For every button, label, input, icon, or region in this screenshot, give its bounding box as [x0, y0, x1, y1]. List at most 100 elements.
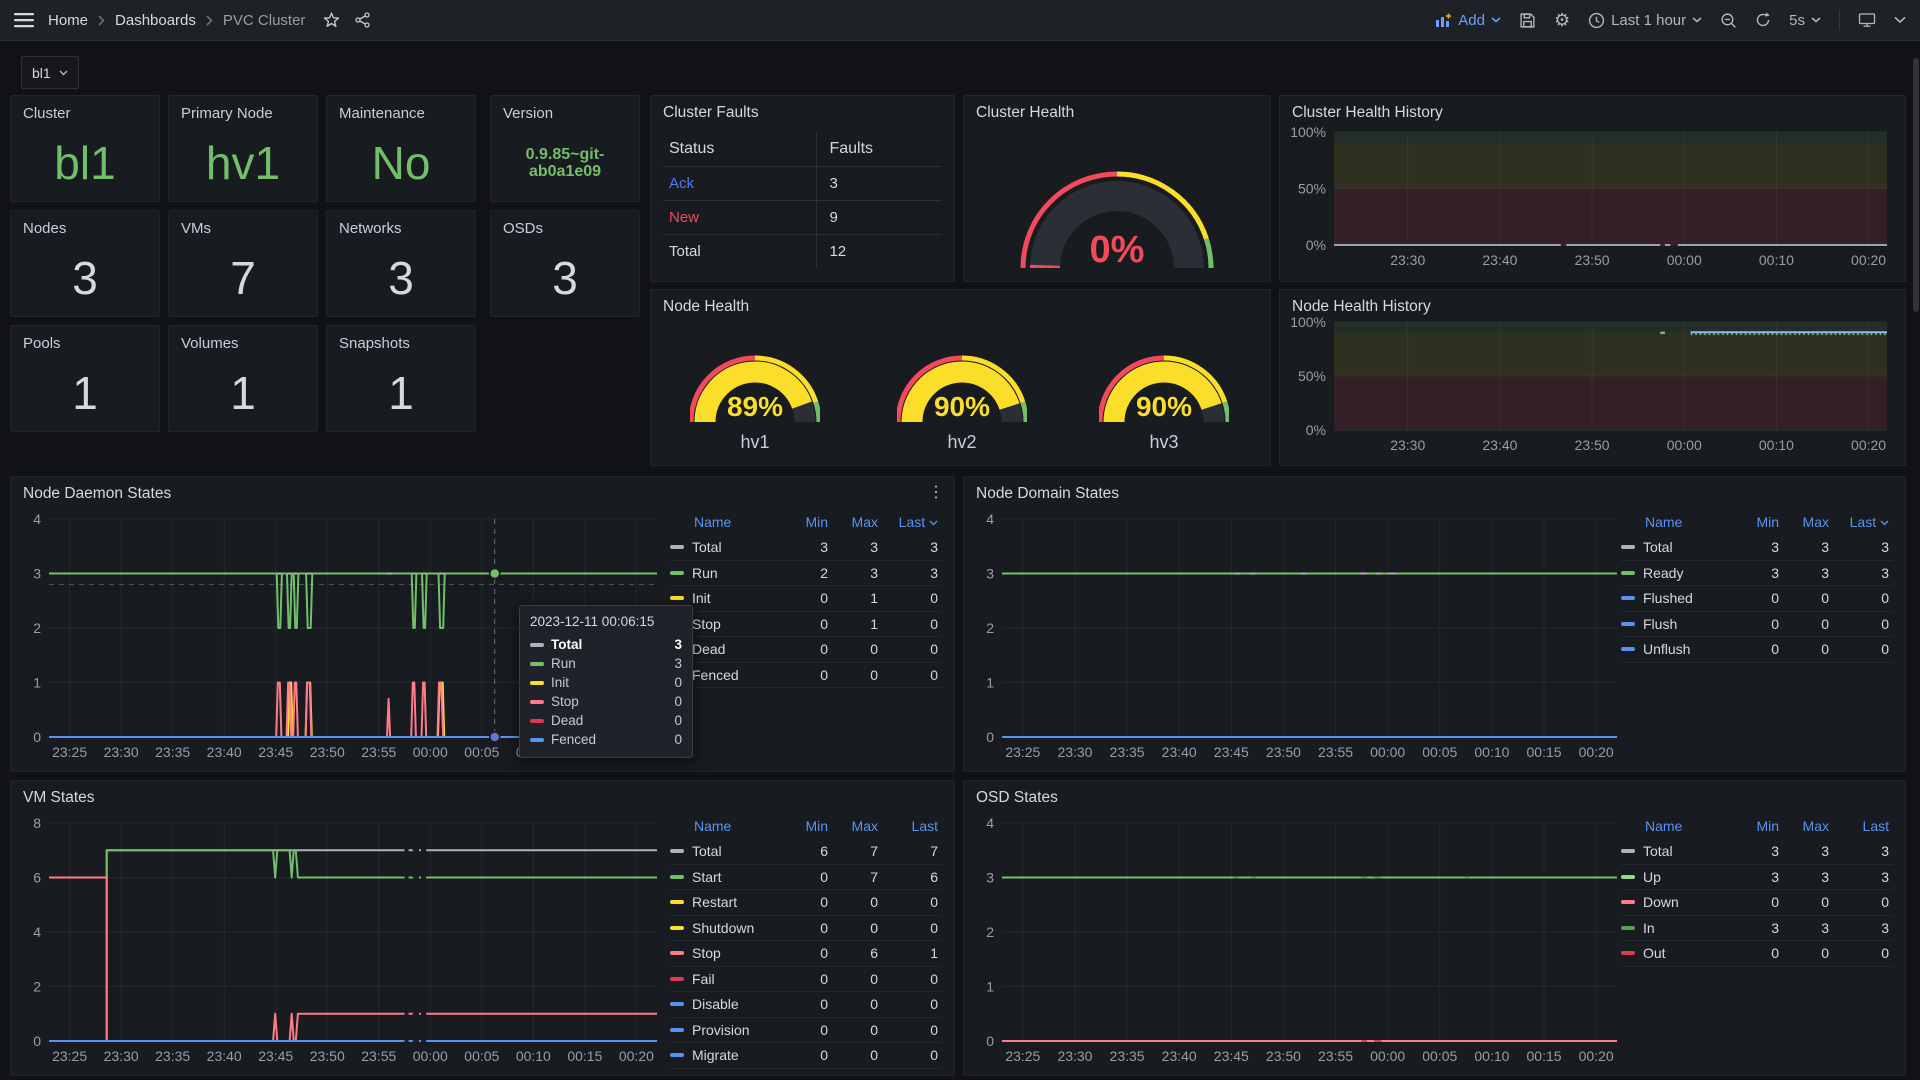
legend-series-name[interactable]: Migrate [670, 1047, 782, 1063]
stat-panel-version: Version 0.9.85~git-ab0a1e09 [490, 95, 640, 202]
legend-max: 3 [870, 539, 878, 556]
scrollbar-thumb[interactable] [1913, 58, 1919, 312]
breadcrumb-dashboards[interactable]: Dashboards [115, 11, 196, 29]
hamburger-menu-icon[interactable] [14, 12, 34, 28]
refresh-interval-dropdown[interactable]: 5s [1789, 12, 1821, 29]
series-swatch [1621, 925, 1635, 930]
legend-header-min[interactable]: Min [1756, 514, 1779, 530]
node-health-history-chart[interactable]: 0% 50% 100% 23:30 23:40 23:50 00:00 00:10 00:20 [1288, 312, 1899, 462]
legend-header-max[interactable]: Max [851, 514, 878, 530]
legend-header-name[interactable]: Name [1645, 514, 1683, 530]
series-swatch [530, 680, 544, 685]
legend-last: 0 [1881, 641, 1889, 658]
time-range-picker[interactable]: Last 1 hour [1588, 12, 1702, 29]
legend-series-name[interactable]: Flush [1621, 616, 1733, 632]
panel-title[interactable]: VM States [23, 789, 95, 806]
cluster-faults-table: Status Faults Ack 3 New 9 Total 12 [663, 132, 942, 268]
star-icon[interactable] [323, 12, 340, 28]
vm-states-chart[interactable]: 0 2 4 6 8 23:25 23:30 23:35 23:40 23:45 23:50 23:55… [19, 811, 667, 1071]
legend-series-name[interactable]: Flushed [1621, 590, 1733, 606]
svg-text:4: 4 [33, 511, 41, 527]
node-domain-states-chart[interactable]: 0 1 2 3 4 23:25 23:30 23:35 23:40 23:45 23:50 23:55… [972, 507, 1627, 767]
legend-series-name[interactable]: Total [1621, 843, 1733, 859]
legend-header-max[interactable]: Max [851, 818, 878, 834]
legend-header-last[interactable]: Last [1833, 514, 1893, 530]
legend-series-name[interactable]: Restart [670, 894, 782, 910]
legend-header-max[interactable]: Max [1802, 514, 1829, 530]
svg-text:23:55: 23:55 [361, 1048, 396, 1064]
legend-series-name[interactable]: Shutdown [670, 920, 782, 936]
legend-header-max[interactable]: Max [1802, 818, 1829, 834]
faults-col-status[interactable]: Status [669, 140, 715, 157]
dashboard-settings-icon[interactable]: ⚙ [1553, 10, 1571, 30]
legend-header-name[interactable]: Name [694, 818, 732, 834]
panel-title[interactable]: OSD States [976, 789, 1058, 806]
fault-status-link[interactable]: Ack [669, 175, 695, 192]
breadcrumb-home[interactable]: Home [48, 11, 89, 29]
refresh-button[interactable] [1755, 12, 1771, 28]
svg-text:23:45: 23:45 [258, 744, 293, 760]
legend-last: 3 [1881, 564, 1889, 581]
legend-header-name[interactable]: Name [1645, 818, 1683, 834]
legend-series-name[interactable]: Provision [670, 1022, 782, 1038]
series-swatch [1621, 951, 1635, 956]
fault-status-link[interactable]: New [669, 209, 700, 226]
panel-title[interactable]: Cluster Health [976, 104, 1075, 121]
stat-title: Maintenance [339, 105, 425, 122]
legend-series-name[interactable]: Start [670, 869, 782, 885]
series-swatch [670, 596, 684, 601]
legend-series-name[interactable]: Total [670, 843, 782, 859]
legend-min: 0 [1771, 894, 1779, 911]
cluster-health-history-chart[interactable]: 0% 50% 100% 23:30 23:40 23:50 00:00 00:10 00:20 [1288, 122, 1899, 277]
svg-text:3: 3 [33, 566, 41, 582]
share-icon[interactable] [354, 12, 371, 28]
legend-header-name[interactable]: Name [694, 514, 732, 530]
legend-header-last[interactable]: Last [1862, 818, 1889, 834]
legend-series-name[interactable]: Out [1621, 945, 1733, 961]
faults-col-faults[interactable]: Faults [816, 132, 942, 166]
panel-title[interactable]: Cluster Faults [663, 104, 759, 121]
legend-header-min[interactable]: Min [805, 818, 828, 834]
svg-text:00:10: 00:10 [1759, 252, 1794, 268]
legend-series-name[interactable]: In [1621, 920, 1733, 936]
kiosk-monitor-icon[interactable] [1858, 12, 1876, 28]
panel-title[interactable]: Node Daemon States [23, 485, 172, 502]
variable-selector-cluster[interactable]: bl1 [21, 56, 79, 89]
panel-menu-kebab-icon[interactable]: ⋮ [928, 484, 944, 501]
svg-text:23:30: 23:30 [1057, 744, 1092, 760]
add-panel-button[interactable]: Add [1435, 12, 1501, 29]
legend-last: 7 [930, 843, 938, 860]
zoom-out-time-icon[interactable] [1720, 12, 1737, 29]
series-swatch [1621, 647, 1635, 652]
legend-series-name[interactable]: Disable [670, 996, 782, 1012]
osd-states-chart[interactable]: 0 1 2 3 4 23:25 23:30 23:35 23:40 23:45 23:50 23:55… [972, 811, 1627, 1071]
stat-value: 3 [388, 252, 414, 305]
save-dashboard-icon[interactable] [1519, 12, 1536, 29]
legend-series-name[interactable]: Up [1621, 869, 1733, 885]
chevron-down-icon[interactable] [1894, 16, 1906, 24]
legend-series-name[interactable]: Ready [1621, 565, 1733, 581]
panel-title[interactable]: Node Domain States [976, 485, 1120, 502]
legend-series-name[interactable]: Down [1621, 894, 1733, 910]
svg-text:23:35: 23:35 [155, 1048, 190, 1064]
legend-series-name[interactable]: Total [670, 539, 782, 555]
legend-series-name[interactable]: Stop [670, 945, 782, 961]
legend-header-last[interactable]: Last [911, 818, 938, 834]
panel-node-health: Node Health 89% hv1 90% hv2 90% hv3 [650, 289, 1271, 466]
legend-series-name[interactable]: Unflush [1621, 641, 1733, 657]
panel-title[interactable]: Node Health History [1292, 298, 1431, 315]
legend-series-name[interactable]: Fail [670, 971, 782, 987]
legend-row: Flush 0 0 0 [1621, 612, 1893, 637]
fault-status-link[interactable]: Total [669, 243, 701, 260]
legend-series-name[interactable]: Run [670, 565, 782, 581]
legend-header-last[interactable]: Last [882, 514, 942, 530]
legend-series-name[interactable]: Total [1621, 539, 1733, 555]
svg-text:00:15: 00:15 [1527, 744, 1562, 760]
legend-max: 0 [870, 666, 878, 683]
panel-title[interactable]: Node Health [663, 298, 750, 315]
legend-header-min[interactable]: Min [1756, 818, 1779, 834]
legend-header-min[interactable]: Min [805, 514, 828, 530]
legend-series-name[interactable]: Init [670, 590, 782, 606]
panel-title[interactable]: Cluster Health History [1292, 104, 1443, 121]
